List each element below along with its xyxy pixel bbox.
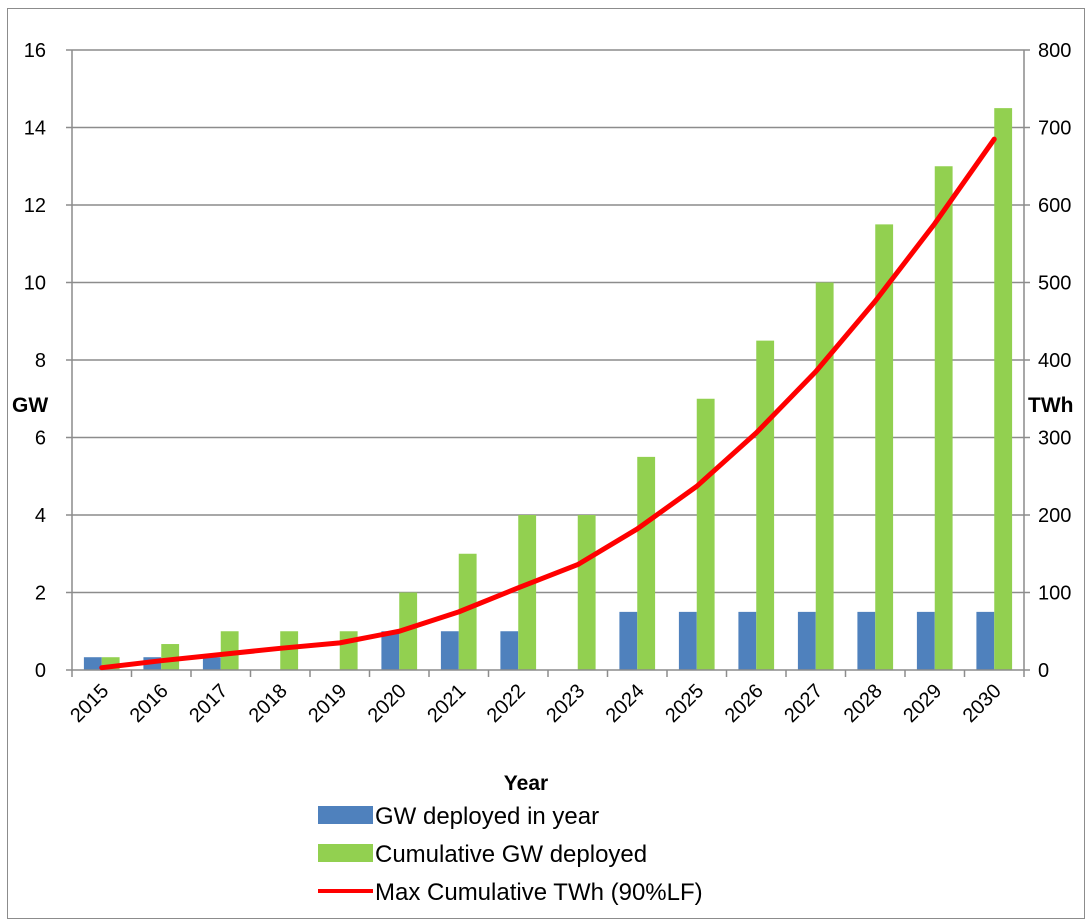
y-tick-label: 0 bbox=[35, 660, 46, 682]
bar-cumulative-gw bbox=[696, 398, 715, 670]
x-tick-label: 2019 bbox=[304, 680, 351, 727]
x-tick-label: 2028 bbox=[840, 680, 887, 727]
bar-gw-in-year bbox=[202, 657, 221, 670]
bar-cumulative-gw bbox=[518, 515, 537, 670]
bar-cumulative-gw bbox=[280, 631, 299, 670]
x-tick-label: 2016 bbox=[126, 680, 173, 727]
x-tick-label: 2022 bbox=[483, 680, 530, 727]
bar-gw-in-year bbox=[619, 611, 638, 670]
bar-cumulative-gw bbox=[161, 644, 180, 670]
legend-swatch-blue bbox=[318, 806, 373, 824]
bar-gw-in-year bbox=[381, 631, 400, 670]
x-tick-label: 2020 bbox=[364, 680, 411, 727]
bar-cumulative-gw bbox=[577, 515, 596, 670]
x-tick-label: 2029 bbox=[899, 680, 946, 727]
legend-item-gw-in-year: GW deployed in year bbox=[318, 803, 599, 830]
y-tick-label: 2 bbox=[35, 583, 46, 605]
x-tick-label: 2018 bbox=[245, 680, 292, 727]
y-tick-label: 4 bbox=[35, 505, 46, 527]
x-axis-title: Year bbox=[504, 772, 548, 795]
y2-tick-label: 200 bbox=[1038, 505, 1071, 527]
axes bbox=[66, 49, 1030, 677]
bar-gw-in-year bbox=[440, 631, 459, 670]
tick-labels: 0 2 4 6 8 10 12 14 16 0 100 200 300 400 500 600 700 800 20… bbox=[24, 40, 1072, 727]
x-tick-label: 2025 bbox=[661, 680, 708, 727]
y2-tick-label: 500 bbox=[1038, 273, 1071, 295]
legend-swatch-green bbox=[318, 844, 373, 862]
x-tick-label: 2015 bbox=[66, 680, 113, 727]
legend-item-twh: Max Cumulative TWh (90%LF) bbox=[318, 879, 703, 906]
x-tick-label: 2027 bbox=[780, 680, 827, 727]
y-tick-label: 16 bbox=[24, 40, 46, 62]
x-tick-label: 2026 bbox=[721, 680, 768, 727]
line-series bbox=[99, 136, 997, 671]
x-tick-label: 2021 bbox=[423, 680, 470, 727]
y-tick-label: 8 bbox=[35, 350, 46, 372]
bar-cumulative-gw bbox=[994, 108, 1013, 670]
line-max-cumulative-twh bbox=[99, 136, 997, 671]
legend-label-gw-in-year: GW deployed in year bbox=[375, 803, 599, 830]
y2-axis-title: TWh bbox=[1028, 394, 1073, 417]
y2-tick-label: 100 bbox=[1038, 583, 1071, 605]
bar-cumulative-gw bbox=[756, 340, 775, 670]
bar-cumulative-gw bbox=[339, 631, 358, 670]
y2-tick-label: 400 bbox=[1038, 350, 1071, 372]
bar-cumulative-gw bbox=[637, 456, 656, 670]
bar-gw-in-year bbox=[857, 611, 876, 670]
y2-tick-label: 600 bbox=[1038, 195, 1071, 217]
bar-gw-in-year bbox=[678, 611, 697, 670]
y-tick-label: 14 bbox=[24, 118, 46, 140]
bar-gw-in-year bbox=[797, 611, 816, 670]
y-tick-label: 12 bbox=[24, 195, 46, 217]
bar-gw-in-year bbox=[83, 657, 102, 670]
bar-cumulative-gw bbox=[458, 553, 477, 670]
y-tick-label: 6 bbox=[35, 428, 46, 450]
y-tick-label: 10 bbox=[24, 273, 46, 295]
legend-label-cumulative-gw: Cumulative GW deployed bbox=[375, 841, 647, 868]
grid-lines bbox=[72, 49, 1024, 594]
bar-gw-in-year bbox=[916, 611, 935, 670]
bars bbox=[83, 108, 1013, 670]
bar-cumulative-gw bbox=[399, 592, 418, 670]
bar-gw-in-year bbox=[976, 611, 995, 670]
chart-frame bbox=[7, 8, 1085, 919]
x-tick-label: 2017 bbox=[185, 680, 232, 727]
bar-cumulative-gw bbox=[220, 631, 239, 670]
bar-cumulative-gw bbox=[815, 282, 834, 670]
y-axis-title: GW bbox=[12, 394, 48, 417]
legend-label-twh: Max Cumulative TWh (90%LF) bbox=[375, 879, 703, 906]
y2-tick-label: 700 bbox=[1038, 118, 1071, 140]
legend-item-cumulative-gw: Cumulative GW deployed bbox=[318, 841, 647, 868]
x-tick-label: 2030 bbox=[959, 680, 1006, 727]
x-tick-label: 2024 bbox=[602, 680, 649, 727]
y2-tick-label: 300 bbox=[1038, 428, 1071, 450]
bar-gw-in-year bbox=[500, 631, 519, 670]
legend: GW deployed in year Cumulative GW deploy… bbox=[318, 803, 703, 906]
bar-gw-in-year bbox=[738, 611, 757, 670]
y2-tick-label: 0 bbox=[1038, 660, 1049, 682]
y2-tick-label: 800 bbox=[1038, 40, 1071, 62]
bar-cumulative-gw bbox=[934, 166, 953, 670]
bar-cumulative-gw bbox=[875, 224, 894, 670]
x-tick-label: 2023 bbox=[542, 680, 589, 727]
